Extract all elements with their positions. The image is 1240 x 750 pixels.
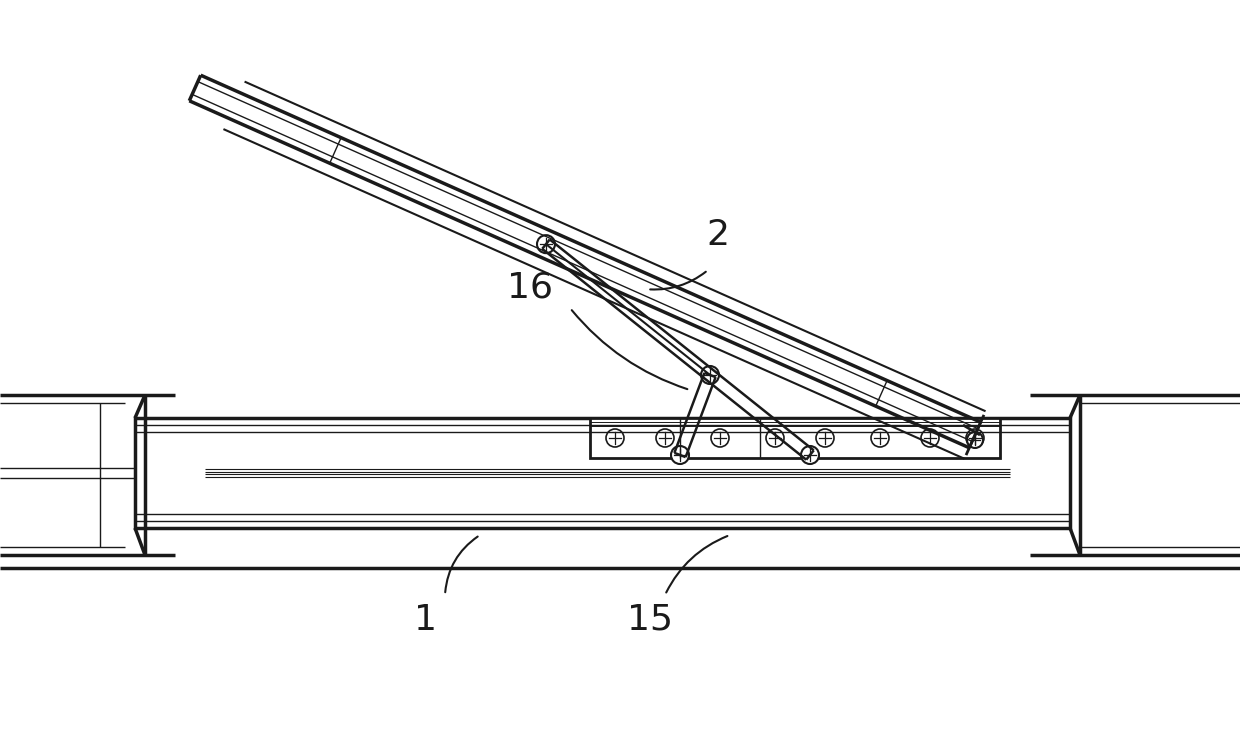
Circle shape <box>606 429 624 447</box>
Circle shape <box>870 429 889 447</box>
Circle shape <box>766 429 784 447</box>
Circle shape <box>816 429 835 447</box>
Text: 1: 1 <box>413 603 436 637</box>
Circle shape <box>701 366 719 384</box>
Circle shape <box>537 236 556 254</box>
Circle shape <box>656 429 675 447</box>
Bar <box>590 418 999 458</box>
Circle shape <box>711 429 729 447</box>
Circle shape <box>921 429 939 447</box>
Text: 16: 16 <box>507 271 553 305</box>
Bar <box>135 418 1070 528</box>
Circle shape <box>967 432 983 448</box>
Circle shape <box>801 446 818 464</box>
Circle shape <box>671 446 689 464</box>
Text: 2: 2 <box>707 218 729 252</box>
Circle shape <box>966 429 985 447</box>
Text: 15: 15 <box>627 603 673 637</box>
